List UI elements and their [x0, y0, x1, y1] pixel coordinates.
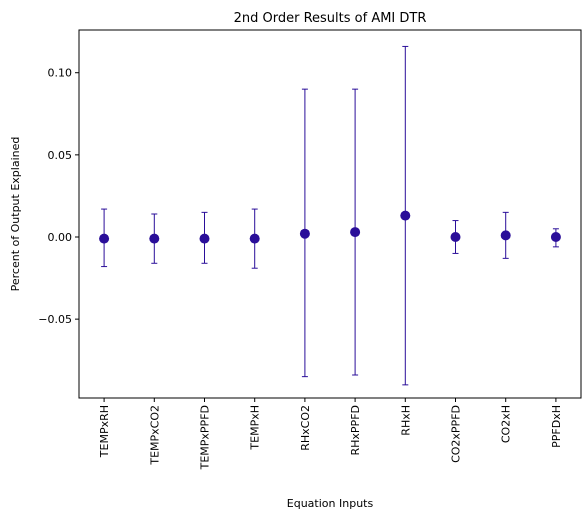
data-point: [350, 227, 361, 238]
data-point: [99, 233, 110, 244]
data-point: [550, 232, 561, 242]
x-axis-label: Equation Inputs: [287, 497, 374, 510]
plot-area: [78, 29, 582, 399]
y-tick-label: 0.10: [48, 67, 73, 80]
y-tick-label: 0.00: [48, 231, 73, 244]
x-tick-label: PPFDxH: [550, 405, 563, 448]
x-axis: TEMPxRH TEMPxCO2 TEMPxPPFD TEMPxH RHxCO2 RHxP…: [98, 398, 563, 470]
chart-title: 2nd Order Results of AMI DTR: [234, 11, 427, 26]
data-point: [249, 233, 260, 244]
x-tick-label: TEMPxRH: [98, 405, 111, 458]
data-point: [199, 233, 210, 244]
x-tick-label: RHxH: [399, 405, 412, 436]
y-axis-label: Percent of Output Explained: [9, 137, 22, 292]
data-point: [500, 230, 511, 241]
data-point: [400, 210, 411, 221]
x-tick-label: CO2xH: [500, 405, 513, 443]
y-tick-label: −0.05: [38, 313, 72, 326]
x-tick-label: TEMPxPPFD: [199, 405, 212, 470]
x-tick-label: TEMPxCO2: [148, 405, 161, 466]
y-tick-label: 0.05: [48, 149, 73, 162]
x-tick-label: CO2xPPFD: [450, 405, 463, 463]
x-tick-label: TEMPxH: [249, 405, 262, 451]
data-point: [299, 228, 310, 239]
x-tick-label: RHxPPFD: [349, 405, 362, 456]
x-tick-label: RHxCO2: [299, 405, 312, 451]
data-point: [450, 232, 461, 242]
y-axis: −0.05 0.00 0.05 0.10: [38, 67, 79, 326]
data-points: [99, 210, 561, 244]
data-point: [149, 233, 160, 244]
